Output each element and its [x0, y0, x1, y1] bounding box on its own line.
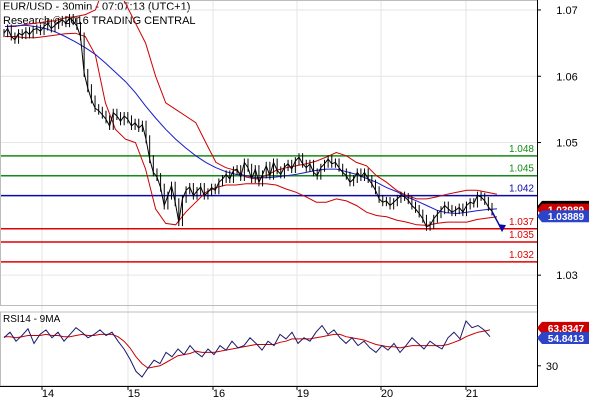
- price-axis-label: 1.07: [556, 5, 577, 17]
- rsi-panel-title: RSI14 - 9MA: [3, 314, 61, 325]
- rsi-panel-frame: [0, 311, 538, 387]
- level-label-1.035: 1.035: [509, 230, 534, 241]
- bollinger-upper-line: [5, 0, 498, 200]
- rsi-tag-lower: [537, 331, 589, 344]
- price-axis-label: 1.03: [556, 270, 577, 282]
- level-label-1.045: 1.045: [509, 164, 534, 175]
- price-tag-label-lower: 1.03889: [548, 212, 585, 223]
- projection-arrow-head: [498, 224, 506, 233]
- level-label-1.048: 1.048: [509, 144, 534, 155]
- price-axis-label: 1.06: [556, 71, 577, 83]
- rsi-ma-line: [4, 329, 491, 369]
- date-axis-label-20: 20: [381, 388, 393, 400]
- level-label-1.037: 1.037: [509, 217, 534, 228]
- price-tag-lower: [537, 210, 589, 223]
- rsi-tag-label-lower: 54.8413: [548, 334, 585, 345]
- moving-average-line: [4, 24, 498, 215]
- price-axis-label: 1.05: [556, 138, 577, 150]
- rsi-tag-upper: [537, 321, 589, 334]
- date-axis-label-19: 19: [297, 388, 309, 400]
- date-axis-label-16: 16: [213, 388, 225, 400]
- level-label-1.032: 1.032: [509, 250, 534, 261]
- rsi-tag-label-upper: 63.8347: [548, 324, 585, 335]
- bollinger-lower-line: [5, 32, 498, 226]
- date-axis-label-15: 15: [128, 388, 140, 400]
- rsi-axis-label: 30: [546, 361, 558, 373]
- level-label-1.042: 1.042: [509, 184, 534, 195]
- date-axis-label-14: 14: [42, 388, 54, 400]
- rsi-line: [3, 320, 491, 378]
- date-axis-label-21: 21: [466, 388, 478, 400]
